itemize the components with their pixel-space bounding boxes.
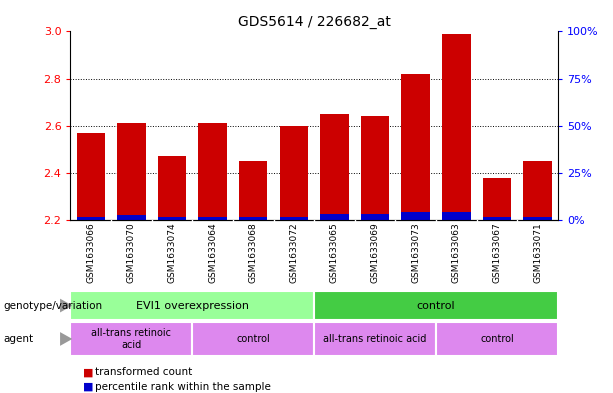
Polygon shape [60,299,72,312]
Bar [524,161,552,220]
Bar [158,217,186,220]
Text: control: control [417,301,455,310]
Bar [199,123,227,220]
Title: GDS5614 / 226682_at: GDS5614 / 226682_at [238,15,390,29]
Bar [158,156,186,220]
Bar [361,116,389,220]
Bar [77,133,105,220]
Text: GSM1633069: GSM1633069 [371,222,379,283]
Bar [442,212,471,220]
Text: control: control [237,334,270,344]
Text: GSM1633063: GSM1633063 [452,222,461,283]
Bar [239,217,267,220]
Text: all-trans retinoic acid: all-trans retinoic acid [324,334,427,344]
Text: GSM1633067: GSM1633067 [492,222,501,283]
Bar [314,322,436,356]
Bar [70,291,314,320]
Text: EVI1 overexpression: EVI1 overexpression [136,301,249,310]
Text: GSM1633074: GSM1633074 [167,222,177,283]
Bar [70,322,192,356]
Bar [117,123,146,220]
Text: GSM1633071: GSM1633071 [533,222,542,283]
Text: ■: ■ [83,367,93,377]
Text: all-trans retinoic
acid: all-trans retinoic acid [91,328,172,350]
Text: GSM1633065: GSM1633065 [330,222,339,283]
Bar [117,215,146,220]
Bar [280,126,308,220]
Bar [199,217,227,220]
Text: GSM1633064: GSM1633064 [208,222,217,283]
Bar [436,322,558,356]
Bar [524,217,552,220]
Bar [77,217,105,220]
Bar [314,291,558,320]
Text: control: control [480,334,514,344]
Text: GSM1633068: GSM1633068 [249,222,257,283]
Bar [320,114,349,220]
Bar [361,214,389,220]
Text: transformed count: transformed count [95,367,192,377]
Bar [320,214,349,220]
Bar [402,74,430,220]
Text: agent: agent [3,334,33,344]
Text: percentile rank within the sample: percentile rank within the sample [95,382,271,392]
Bar [482,178,511,220]
Text: genotype/variation: genotype/variation [3,301,102,310]
Text: GSM1633070: GSM1633070 [127,222,136,283]
Text: GSM1633072: GSM1633072 [289,222,299,283]
Polygon shape [60,332,72,346]
Bar [402,212,430,220]
Bar [442,34,471,220]
Bar [482,217,511,220]
Bar [239,161,267,220]
Text: GSM1633073: GSM1633073 [411,222,420,283]
Bar [280,217,308,220]
Bar [192,322,314,356]
Text: ■: ■ [83,382,93,392]
Text: GSM1633066: GSM1633066 [86,222,95,283]
